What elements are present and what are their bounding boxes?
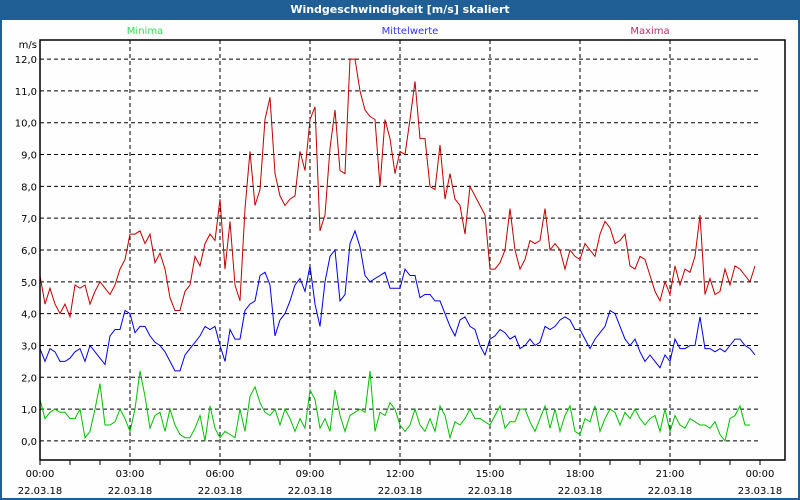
x-tick-time: 06:00	[206, 469, 235, 480]
y-tick-label: 9,0	[21, 151, 37, 162]
y-tick-label: 4,0	[21, 310, 37, 321]
y-tick-label: 0,0	[21, 437, 37, 448]
legend-minima: Minima	[127, 26, 163, 37]
y-tick-label: 11,0	[15, 87, 37, 98]
x-tick-time: 15:00	[476, 469, 505, 480]
x-tick-time: 03:00	[116, 469, 145, 480]
y-tick-label: 2,0	[21, 373, 37, 384]
x-tick-date: 23.03.18	[738, 486, 783, 497]
y-tick-label: 5,0	[21, 278, 37, 289]
series-line-maxima	[39, 58, 756, 319]
y-tick-label: 12,0	[15, 55, 37, 66]
plot-frame	[39, 39, 786, 461]
window-title: Windgeschwindigkeit [m/s] skaliert	[0, 0, 800, 20]
y-tick-label: 3,0	[21, 341, 37, 352]
y-tick-label: 8,0	[21, 182, 37, 193]
y-tick-label: 10,0	[15, 119, 37, 130]
x-tick-time: 12:00	[386, 469, 415, 480]
y-tick-label: 1,0	[21, 405, 37, 416]
x-tick-time: 00:00	[26, 469, 55, 480]
x-tick-date: 22.03.18	[108, 486, 153, 497]
x-tick-date: 22.03.18	[18, 486, 63, 497]
x-tick-date: 22.03.18	[468, 486, 513, 497]
x-tick-time: 21:00	[656, 469, 685, 480]
y-axis-unit: m/s	[19, 40, 37, 51]
x-tick-time: 00:00	[746, 469, 775, 480]
x-tick-date: 22.03.18	[558, 486, 603, 497]
x-tick-date: 22.03.18	[198, 486, 243, 497]
y-tick-label: 7,0	[21, 214, 37, 225]
x-tick-time: 09:00	[296, 469, 325, 480]
y-tick-label: 6,0	[21, 246, 37, 257]
x-tick-date: 22.03.18	[378, 486, 423, 497]
x-tick-date: 22.03.18	[648, 486, 693, 497]
legend-maxima: Maxima	[630, 26, 669, 37]
legend-mittelwerte: Mittelwerte	[382, 26, 439, 37]
x-tick-time: 18:00	[566, 469, 595, 480]
series-line-mittelwerte	[39, 229, 756, 372]
series-line-minima	[39, 370, 750, 443]
x-tick-date: 22.03.18	[288, 486, 333, 497]
